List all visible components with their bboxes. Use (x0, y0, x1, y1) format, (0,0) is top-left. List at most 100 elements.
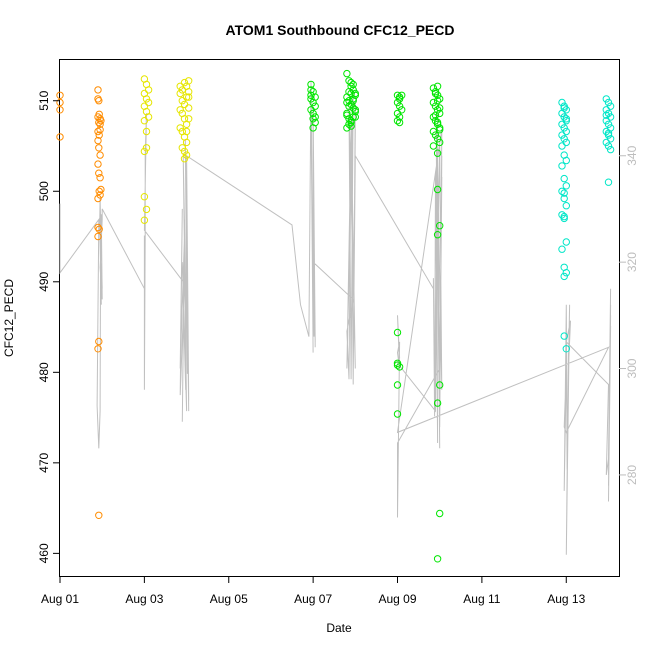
chart-title: ATOM1 Southbound CFC12_PECD (226, 22, 455, 38)
data-point (604, 129, 613, 138)
data-point (97, 185, 105, 194)
data-point (562, 138, 570, 147)
data-point (431, 89, 440, 98)
data-point (95, 118, 103, 127)
data-point (562, 127, 570, 136)
data-point (347, 122, 355, 130)
data-point (347, 117, 355, 125)
data-point (395, 102, 404, 110)
y-tick-label: 470 (37, 453, 51, 473)
data-point (56, 133, 64, 141)
data-point (433, 555, 442, 563)
data-point (96, 191, 104, 199)
y2-tick-label: 340 (625, 145, 639, 165)
data-point (95, 337, 103, 346)
data-point (95, 225, 103, 234)
data-point (558, 131, 566, 139)
data-point (176, 124, 184, 132)
data-point (95, 169, 103, 177)
data-point (606, 145, 615, 154)
data-point (351, 113, 359, 121)
data-point (95, 511, 103, 519)
data-point (560, 332, 568, 340)
data-point (606, 113, 615, 121)
data-point (558, 120, 566, 129)
data-point (311, 102, 319, 110)
data-point (343, 69, 351, 78)
data-point (94, 127, 102, 136)
x-axis: Aug 01 Aug 03 Aug 05 Aug 07 Aug 09 Aug 11 Aug … (41, 576, 586, 606)
data-point (433, 91, 442, 100)
data-point (311, 113, 319, 121)
data-point (144, 98, 153, 107)
data-point (562, 115, 570, 123)
x-axis-label: Date (326, 621, 352, 635)
data-point (602, 106, 610, 114)
data-point (436, 381, 444, 389)
data-point (433, 97, 442, 105)
data-point (182, 151, 191, 159)
y2-tick-label: 320 (625, 252, 639, 272)
data-point (562, 182, 570, 190)
x-tick-label: Aug 07 (294, 592, 332, 606)
data-point (436, 509, 444, 518)
data-point (185, 88, 193, 96)
x-tick-label: Aug 05 (210, 592, 248, 606)
data-point (309, 124, 317, 132)
data-point (393, 410, 402, 418)
data-point (56, 106, 64, 114)
data-point (429, 113, 438, 121)
data-point (398, 106, 406, 114)
data-point (351, 106, 359, 114)
data-point (560, 124, 568, 132)
y-tick-label: 480 (37, 362, 51, 382)
data-point (604, 178, 613, 186)
data-point (140, 147, 149, 156)
data-point (436, 222, 444, 230)
x-tick-label: Aug 11 (463, 592, 500, 606)
data-point (96, 151, 104, 159)
data-point (94, 232, 102, 241)
data-point (398, 91, 406, 100)
data-point (393, 98, 402, 107)
data-point (142, 144, 151, 152)
x-tick-label: Aug 09 (378, 592, 416, 606)
data-point (347, 78, 355, 87)
data-point (395, 113, 404, 121)
data-point (558, 211, 566, 219)
data-point (558, 187, 566, 196)
data-point (602, 138, 610, 147)
data-point (142, 95, 151, 103)
data-point (436, 109, 444, 118)
data-point (433, 231, 442, 239)
data-point (602, 111, 610, 119)
data-point (562, 238, 570, 246)
y-tick-label: 510 (37, 90, 51, 110)
data-point (562, 202, 570, 210)
data-point (140, 216, 149, 224)
data-point (606, 102, 615, 110)
data-point (436, 95, 444, 103)
data-point (562, 117, 570, 125)
data-point (180, 100, 189, 109)
data-point (56, 98, 64, 107)
y2-axis: 280 300 320 340 (619, 145, 639, 485)
data-point (95, 131, 103, 139)
points-layer (56, 69, 615, 563)
data-point (307, 106, 315, 114)
data-point (429, 98, 438, 107)
data-point (604, 120, 613, 129)
data-point (560, 194, 568, 203)
y-tick-label: 490 (37, 271, 51, 291)
data-point (56, 91, 64, 100)
x-tick-label: Aug 01 (41, 592, 79, 606)
data-point (560, 212, 568, 221)
data-point (393, 328, 402, 337)
data-point (180, 78, 189, 87)
data-point (345, 97, 353, 105)
data-point (94, 345, 102, 353)
data-point (140, 117, 149, 125)
data-point (185, 104, 193, 112)
data-point (560, 104, 568, 112)
data-point (307, 91, 315, 100)
